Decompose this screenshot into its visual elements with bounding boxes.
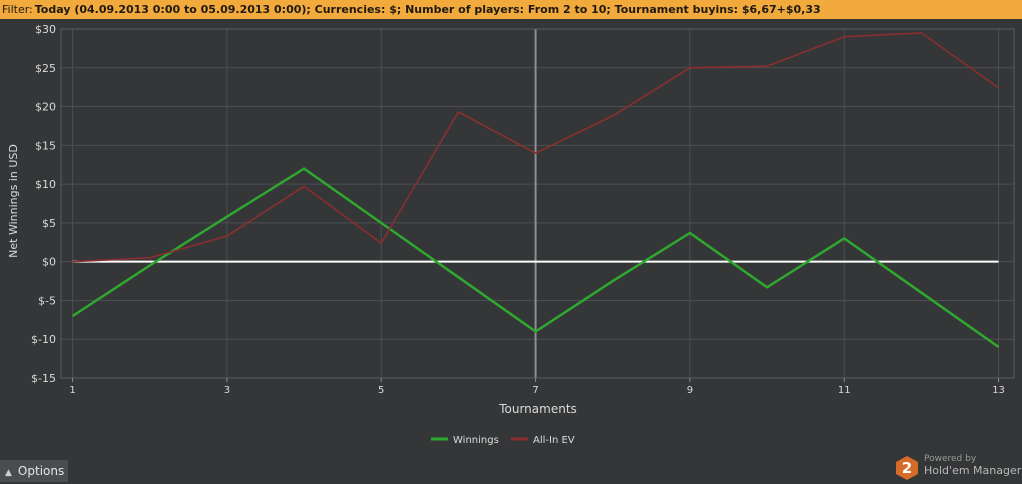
legend-allin-ev-label: All-In EV bbox=[533, 435, 575, 446]
net-winnings-chart: $30$25$20$15$10$5$0$-5$-10$-151 3 5 7 9 11 13 … bbox=[7, 23, 1015, 446]
brand-name: Hold'em Manager bbox=[924, 464, 1022, 477]
options-button[interactable]: ▲ Options bbox=[0, 460, 68, 482]
allin-ev-line bbox=[72, 32, 1000, 263]
chart-grid bbox=[61, 28, 1014, 379]
axis-tick-labels: $30$25$20$15$10$5$0$-5$-10$-151 3 5 7 9 11 13 bbox=[31, 23, 1005, 396]
y-tick-label: $-5 bbox=[38, 294, 56, 307]
x-axis-title: Tournaments bbox=[498, 402, 577, 416]
y-tick-label: $0 bbox=[42, 256, 56, 269]
plot-area-border bbox=[60, 28, 1015, 379]
y-tick-label: $25 bbox=[35, 62, 56, 75]
x-tick-label: 5 bbox=[378, 385, 384, 396]
y-tick-label: $30 bbox=[35, 23, 56, 36]
y-tick-label: $-15 bbox=[31, 372, 56, 385]
y-tick-label: $5 bbox=[42, 217, 56, 230]
x-tick-label: 13 bbox=[992, 385, 1005, 396]
chevron-up-icon: ▲ bbox=[5, 468, 12, 478]
x-tick-label: 7 bbox=[532, 385, 538, 396]
powered-by-text: Powered by bbox=[924, 454, 977, 464]
legend: Winnings All-In EV bbox=[431, 435, 575, 446]
x-tick-label: 3 bbox=[224, 385, 230, 396]
y-tick-label: $-10 bbox=[31, 333, 56, 346]
series-lines bbox=[71, 32, 1000, 349]
x-tick-label: 1 bbox=[69, 385, 75, 396]
options-label: Options bbox=[17, 464, 65, 478]
legend-winnings-label: Winnings bbox=[453, 435, 499, 446]
filter-label: Filter: bbox=[2, 3, 33, 16]
y-axis-title: Net Winnings in USD bbox=[7, 144, 20, 258]
y-tick-label: $15 bbox=[35, 139, 56, 152]
winnings-line bbox=[71, 167, 1000, 349]
y-tick-label: $20 bbox=[35, 101, 56, 114]
brand-logo: 2 Powered by Hold'em Manager bbox=[896, 454, 1022, 482]
filter-bar[interactable]: Filter: Today (04.09.2013 0:00 to 05.09.2… bbox=[0, 0, 1022, 19]
x-tick-label: 11 bbox=[838, 385, 851, 396]
y-tick-label: $10 bbox=[35, 178, 56, 191]
holdem-manager-logo-icon: 2 bbox=[896, 456, 918, 480]
filter-text: Today (04.09.2013 0:00 to 05.09.2013 0:0… bbox=[34, 3, 821, 16]
x-tick-label: 9 bbox=[687, 385, 693, 396]
